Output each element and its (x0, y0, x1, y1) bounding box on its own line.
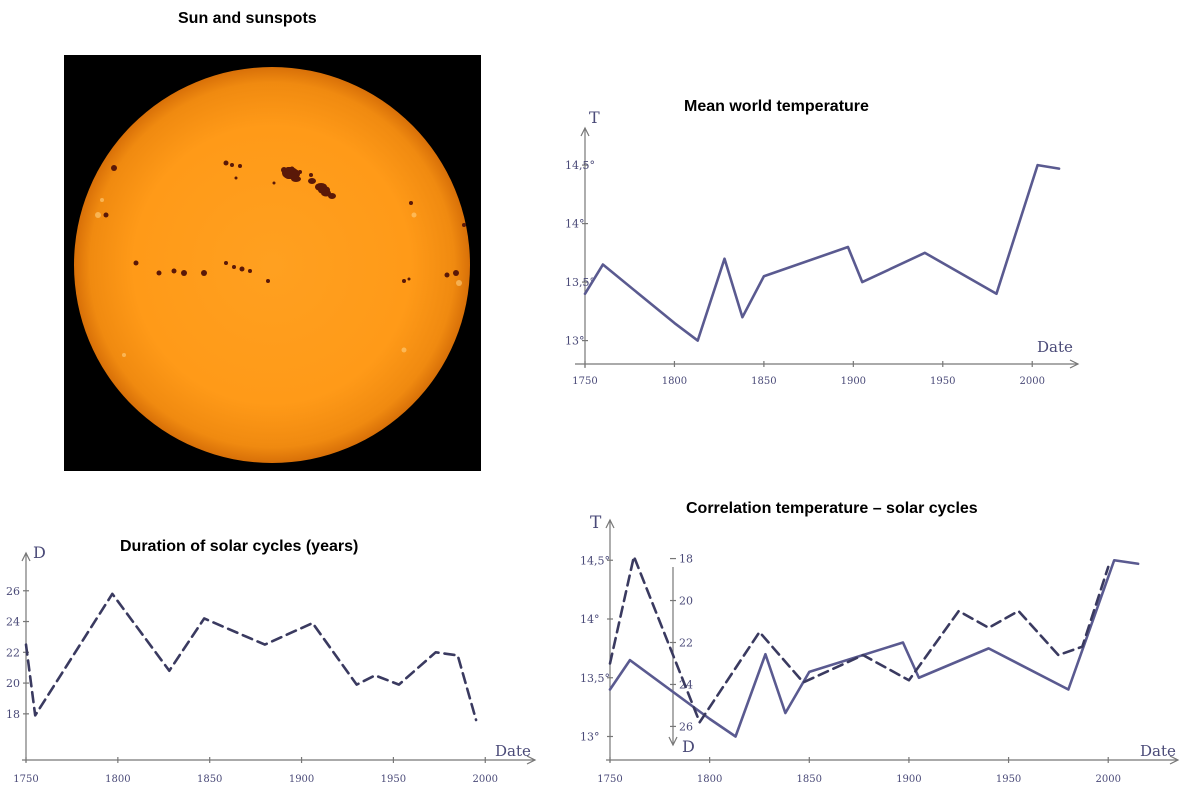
temperature-y-label: T (589, 108, 600, 127)
correlation-y2-label: D (682, 737, 695, 756)
dur-series-line-0 (24, 592, 478, 722)
sunspots (103, 160, 466, 283)
corr-y2-tick-label: 22 (679, 637, 693, 650)
corr-y-tick-label: 14° (580, 613, 600, 626)
dur-x-tick-label: 2000 (473, 774, 498, 785)
sun-disk (74, 67, 470, 463)
dur-x-tick-label: 1900 (289, 774, 314, 785)
temperature-x-arrow (1069, 359, 1080, 369)
temp-x-tick-label: 2000 (1019, 376, 1044, 387)
dur-x-tick-label: 1850 (197, 774, 222, 785)
temp-x-tick-label: 1750 (572, 376, 597, 387)
corr-x-tick-label: 1750 (597, 774, 622, 785)
corr-x-tick-label: 1800 (697, 774, 722, 785)
correlation-y-arrow (605, 518, 615, 529)
temp-x-tick-label: 1800 (662, 376, 687, 387)
duration-y-arrow (21, 551, 31, 562)
temperature-chart-title: Mean world temperature (684, 98, 869, 115)
corr-y-tick-label: 13° (580, 731, 600, 744)
dur-x-tick-label: 1950 (381, 774, 406, 785)
dur-x-tick-label: 1750 (13, 774, 38, 785)
corr-y2-tick-label: 18 (679, 553, 693, 566)
temp-x-tick-label: 1900 (841, 376, 866, 387)
temp-x-tick-label: 1850 (751, 376, 776, 387)
temp-y-tick-label: 14,5° (565, 159, 595, 172)
temp-y-tick-label: 13° (565, 335, 585, 348)
sun-image (64, 55, 481, 471)
corr-x-tick-label: 1950 (996, 774, 1021, 785)
corr-y2-tick-label: 26 (679, 720, 693, 733)
temp-y-tick-label: 14° (565, 218, 585, 231)
duration-x-arrow (526, 755, 537, 765)
temp-y-tick-label: 13,5° (565, 276, 595, 289)
duration-x-label: Date (495, 742, 531, 760)
temp-x-tick-label: 1950 (930, 376, 955, 387)
dur-y-tick-label: 26 (6, 585, 20, 598)
correlation-y2-arrow (668, 736, 678, 747)
correlation-chart-title: Correlation temperature – solar cycles (686, 500, 978, 517)
corr-x-tick-label: 1850 (797, 774, 822, 785)
correlation-x-label: Date (1140, 742, 1176, 760)
corr-y2-tick-label: 20 (679, 595, 693, 608)
dur-x-tick-label: 1800 (105, 774, 130, 785)
dur-y-tick-label: 18 (6, 708, 20, 721)
dur-y-tick-label: 24 (6, 616, 20, 629)
temp-series-line-0 (583, 163, 1061, 342)
corr-series-line-0 (608, 558, 1140, 738)
dur-y-tick-label: 20 (6, 677, 20, 690)
correlation-y-label: T (590, 513, 602, 533)
corr-y-tick-label: 14,5° (580, 554, 610, 567)
corr-x-tick-label: 1900 (896, 774, 921, 785)
sun-disk-graphic (74, 67, 470, 463)
corr-y-tick-label: 13,5° (580, 672, 610, 685)
corr-series-line-1 (608, 555, 1110, 724)
sun-title: Sun and sunspots (178, 10, 317, 27)
corr-x-tick-label: 2000 (1095, 774, 1120, 785)
correlation-x-arrow (1169, 755, 1180, 765)
duration-chart-title: Duration of solar cycles (years) (120, 538, 359, 555)
duration-y-label: D (33, 543, 46, 562)
dur-y-tick-label: 22 (6, 646, 20, 659)
temperature-y-arrow (580, 126, 590, 137)
temperature-x-label: Date (1037, 338, 1073, 356)
